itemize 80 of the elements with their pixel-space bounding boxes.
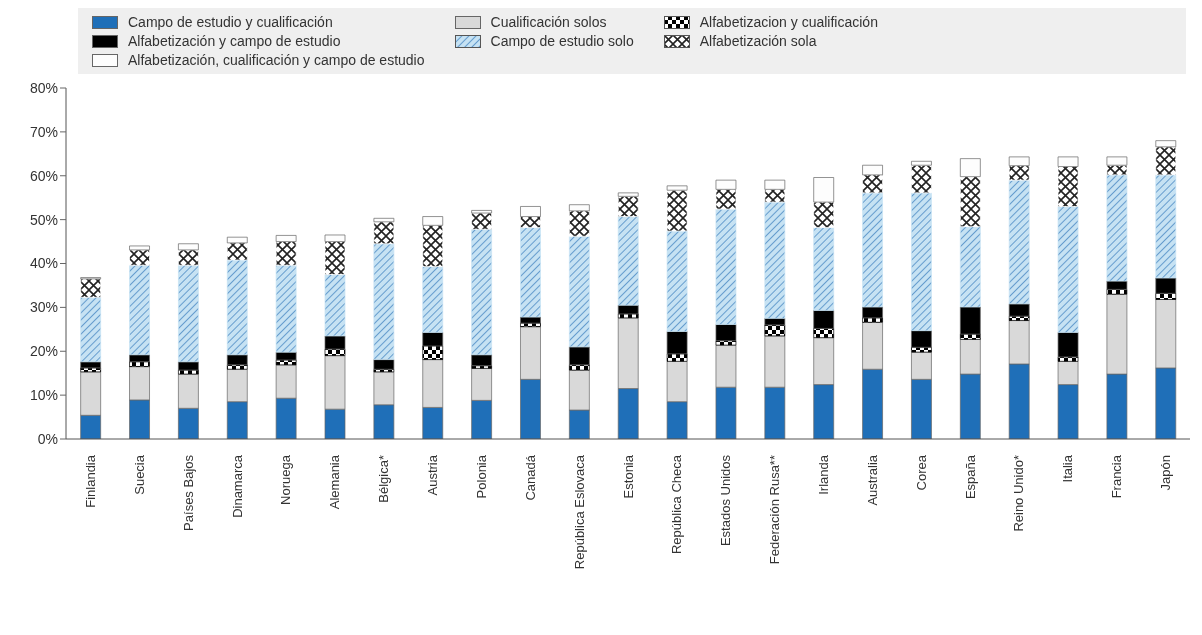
y-tick-label: 20% [29,343,58,360]
bar [129,249,150,266]
legend-label: Campo de estudio solo [490,33,634,49]
bar [764,201,786,319]
legend-label: Alfabetizacion y cualificación [699,14,878,30]
x-tick-label: Reino Unido* [1011,455,1027,532]
x-tick-label: Federación Rusa** [767,455,783,565]
bar [617,304,639,315]
x-tick-label: Estados Unidos [718,454,734,547]
bar [471,228,492,356]
legend-label: Alfabetización, cualificación y campo de estudio [128,52,425,68]
x-tick-label: España [962,454,978,500]
bar [569,235,590,348]
x-tick-label: Polonia [473,454,489,499]
bar [520,227,541,318]
bar [373,359,395,370]
x-tick-label: Corea [913,454,929,491]
x-tick-label: Estonia [620,454,636,499]
y-tick-label: 80% [29,79,58,96]
x-tick-label: República Eslovaca [571,454,587,570]
bar [617,216,639,306]
y-tick-label: 60% [29,167,58,184]
x-tick-label: Australia [864,454,880,506]
bar [666,230,688,332]
bar [1008,179,1030,305]
bar [911,164,932,194]
x-tick-label: Noruega [278,454,294,505]
bar [471,212,492,230]
x-tick-label: Italia [1060,454,1076,483]
x-tick-label: Dinamarca [229,454,245,518]
bar [178,361,199,371]
bar [1106,174,1128,282]
bar [617,196,639,217]
x-tick-label: Irlanda [815,454,831,495]
bar [1008,303,1030,317]
y-tick-label: 10% [29,387,58,404]
bar [373,221,395,245]
bar [422,266,444,333]
bar [275,264,297,353]
x-tick-label: Bélgica* [376,455,392,503]
x-tick-label: República Checa [669,454,685,555]
x-tick-label: Francia [1109,454,1125,499]
bar [1057,206,1079,333]
bar [959,226,981,308]
x-tick-label: Canadá [522,454,538,501]
y-tick-label: 30% [29,299,58,316]
x-tick-label: Austria [425,454,441,496]
bar [471,354,492,367]
bar [715,208,737,325]
x-tick-label: Alemania [327,454,343,510]
bar [129,354,150,363]
bar [178,264,199,363]
x-tick-label: Suecia [131,454,147,495]
y-tick-label: 0% [37,430,58,447]
bar [813,227,835,311]
x-tick-label: Finlandia [82,454,98,508]
bar [80,278,102,298]
bar [226,354,248,366]
bar [373,243,395,360]
legend-label: Campo de estudio y cualificación [128,14,333,30]
bar [324,274,346,337]
bar [715,324,737,342]
bar [80,296,102,363]
y-tick-label: 40% [29,255,58,272]
x-tick-label: Países Bajos [180,454,196,531]
y-tick-label: 70% [29,123,58,140]
y-tick-label: 50% [29,211,58,228]
legend-label: Cualificación solos [490,14,607,30]
bar [911,192,932,331]
bar [666,189,688,232]
legend-label: Alfabetización y campo de estudio [128,33,341,49]
bar [129,264,150,356]
bar [80,361,102,369]
bar [226,259,248,356]
bar [1155,174,1177,279]
bar [862,192,883,308]
x-tick-label: Japón [1158,455,1174,491]
legend-label: Alfabetización sola [699,33,817,49]
bar [862,306,883,319]
bar [1057,332,1079,358]
